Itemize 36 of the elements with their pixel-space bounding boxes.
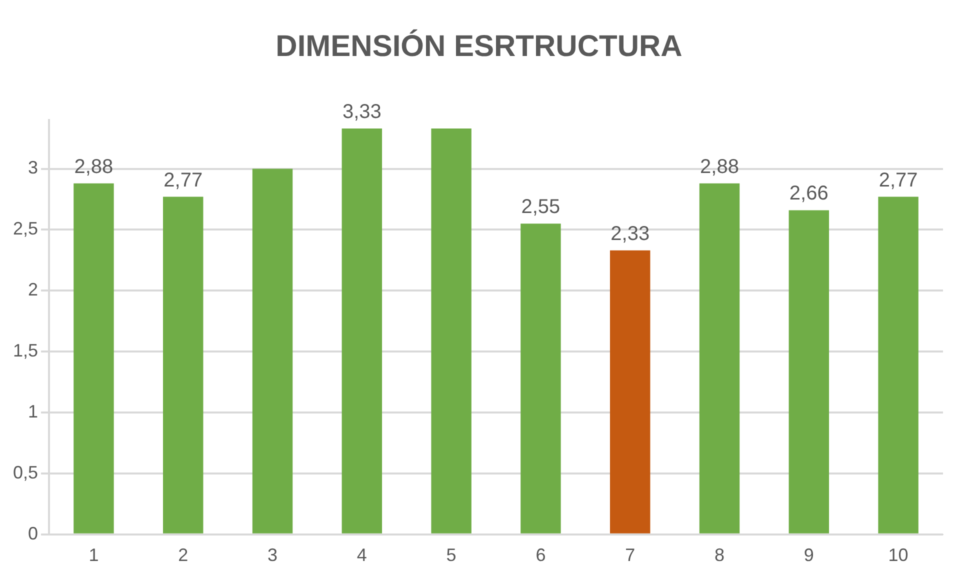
y-tick-label: 3 bbox=[28, 158, 38, 178]
data-label: 3,33 bbox=[342, 101, 382, 124]
y-tick-label: 1 bbox=[28, 401, 38, 422]
bar bbox=[878, 196, 918, 534]
y-tick-label: 2,5 bbox=[12, 218, 38, 239]
x-tick-label: 7 bbox=[625, 545, 636, 566]
data-label: 2,88 bbox=[74, 156, 114, 178]
data-label: 2,77 bbox=[164, 169, 203, 192]
data-label: 2,88 bbox=[700, 156, 739, 178]
bar bbox=[788, 210, 830, 534]
x-tick-label: 3 bbox=[268, 545, 278, 566]
bar bbox=[610, 250, 650, 534]
data-label: 2,55 bbox=[521, 196, 560, 218]
bar bbox=[431, 128, 472, 534]
x-tick-label: 4 bbox=[356, 545, 367, 566]
x-tick-label: 6 bbox=[536, 545, 546, 566]
data-label: 2,77 bbox=[878, 169, 918, 192]
y-tick-label: 1,5 bbox=[12, 340, 38, 361]
bar bbox=[163, 196, 204, 534]
x-tick-label: 9 bbox=[804, 545, 814, 566]
bar bbox=[342, 128, 382, 534]
bar bbox=[520, 224, 561, 534]
x-tick-label: 1 bbox=[88, 545, 99, 566]
y-tick-label: 0,5 bbox=[12, 462, 38, 482]
chart-title: DIMENSIÓN ESRTRUCTURA bbox=[274, 30, 684, 64]
x-tick-label: 2 bbox=[178, 545, 188, 566]
data-label: 2,66 bbox=[789, 182, 828, 205]
y-tick-label: 0 bbox=[28, 523, 38, 544]
bar bbox=[252, 168, 293, 534]
data-label: 2,33 bbox=[610, 222, 650, 245]
x-tick-label: 10 bbox=[888, 545, 908, 566]
x-tick-label: 5 bbox=[446, 545, 456, 566]
bar bbox=[699, 183, 740, 534]
bar bbox=[74, 183, 114, 534]
x-tick-label: 8 bbox=[714, 545, 725, 566]
y-tick-label: 2 bbox=[28, 280, 38, 300]
